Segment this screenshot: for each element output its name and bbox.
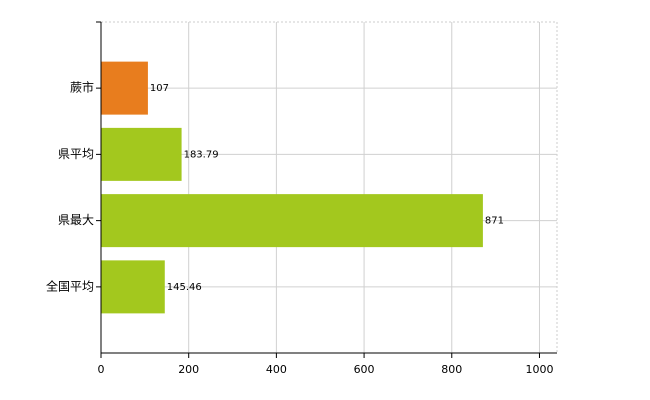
value-label: 183.79	[184, 149, 219, 160]
x-tick-label: 400	[266, 363, 287, 376]
x-tick-label: 800	[441, 363, 462, 376]
bar	[101, 194, 483, 248]
y-tick-label: 県最大	[58, 213, 94, 227]
y-tick-label: 蕨市	[70, 80, 94, 95]
x-tick-label: 200	[178, 363, 199, 376]
value-label: 145.46	[167, 282, 202, 293]
x-tick-label: 0	[98, 363, 105, 376]
value-label: 871	[485, 216, 504, 227]
bar	[101, 260, 165, 314]
y-tick-label: 全国平均	[46, 278, 94, 293]
bar	[101, 61, 148, 115]
bar	[101, 127, 182, 181]
x-tick-label: 1000	[525, 363, 553, 376]
x-tick-label: 600	[354, 363, 375, 376]
y-tick-label: 県平均	[58, 147, 94, 161]
value-label: 107	[150, 83, 169, 94]
